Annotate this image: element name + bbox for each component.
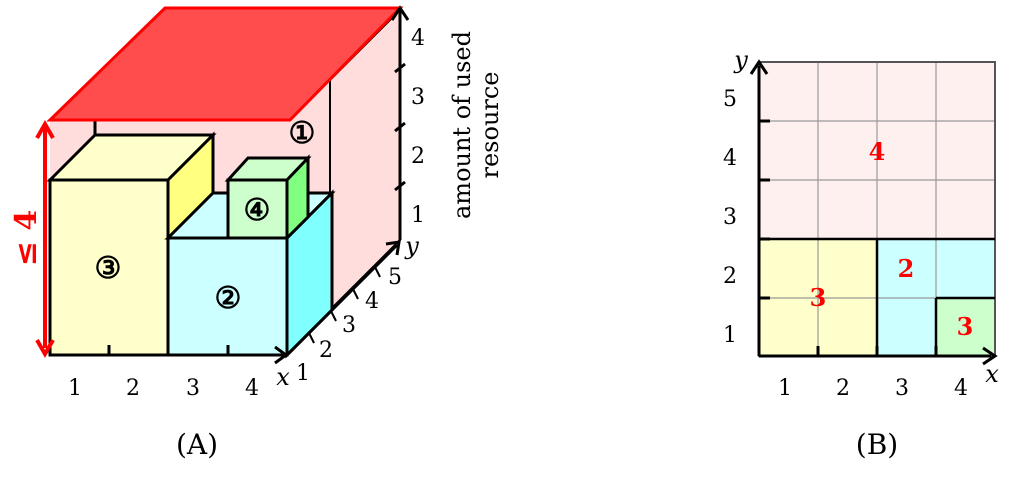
x-tick-label-3: 3 [186, 376, 200, 401]
z-tick-label-3: 3 [411, 85, 425, 110]
y-tick [308, 332, 315, 344]
y-tick-label-1: 1 [296, 361, 310, 386]
block-2-label: ② [215, 281, 242, 316]
x-axis-3d-head [274, 345, 289, 365]
block-3-label: ③ [95, 251, 122, 286]
z-tick [394, 121, 406, 133]
z-axis-3d-head [390, 5, 410, 21]
x-axis-2d-head [982, 346, 998, 366]
region-3-small [936, 298, 995, 356]
limit-arrow-head-top [35, 119, 55, 139]
b-x-tick-label-1: 1 [778, 376, 792, 401]
y-tick-label-5: 5 [388, 265, 402, 290]
b-y-tick-label-5: 5 [723, 87, 737, 112]
y-axis-3d [285, 243, 399, 357]
region-3-left-label: 3 [810, 283, 827, 312]
y-tick [374, 266, 381, 278]
b-y-tick-label-1: 1 [723, 323, 737, 348]
b-x-axis-name: x [985, 360, 999, 388]
panel-b-caption: (B) [856, 428, 898, 461]
b-x-tick-label-2: 2 [836, 376, 850, 401]
z-tick-label-4: 4 [411, 26, 425, 51]
z-tick-label-1: 1 [411, 203, 425, 228]
region-4-label: 4 [869, 137, 886, 166]
block-4-front [226, 178, 289, 240]
panel-a: ③ ② ④ ① ≤ 4 1 2 3 4 x 1 2 3 4 5 y [9, 5, 504, 461]
block-4-label: ④ [244, 193, 271, 228]
z-axis-label-line1: amount of used [448, 31, 476, 219]
panel-b: 4 3 2 3 1 2 3 4 x 1 2 3 4 5 y (B) [723, 46, 999, 461]
x-tick-label-2: 2 [126, 376, 140, 401]
x-tick-label-1: 1 [68, 376, 82, 401]
z-tick-label-2: 2 [411, 144, 425, 169]
panel-a-caption: (A) [176, 428, 218, 461]
limit-label: ≤ 4 [9, 210, 44, 266]
b-y-tick-label-2: 2 [723, 264, 737, 289]
region-3-small-label: 3 [957, 312, 974, 341]
region-2-label: 2 [898, 254, 915, 283]
b-y-tick-label-3: 3 [723, 205, 737, 230]
z-tick [394, 62, 406, 74]
limit-arrow-head-bottom [35, 339, 55, 359]
y-tick-label-3: 3 [342, 313, 356, 338]
b-y-tick-label-4: 4 [723, 146, 737, 171]
x-tick-label-4: 4 [245, 376, 259, 401]
b-y-axis-name: y [733, 46, 748, 74]
b-x-tick-label-3: 3 [895, 376, 909, 401]
ticks-2d [759, 119, 938, 356]
y-tick-label-4: 4 [365, 289, 379, 314]
y-tick [352, 288, 359, 300]
z-axis-label-line2: resource [476, 71, 504, 178]
y-axis-2d-head [749, 59, 769, 75]
z-tick [394, 180, 406, 192]
y-tick [330, 310, 337, 322]
y-axis-name: y [404, 232, 419, 260]
b-x-tick-label-4: 4 [954, 376, 968, 401]
y-tick-label-2: 2 [319, 338, 333, 363]
x-axis-name: x [276, 363, 290, 391]
block-1-label: ① [289, 116, 316, 151]
y-axis-3d-head [385, 240, 401, 256]
